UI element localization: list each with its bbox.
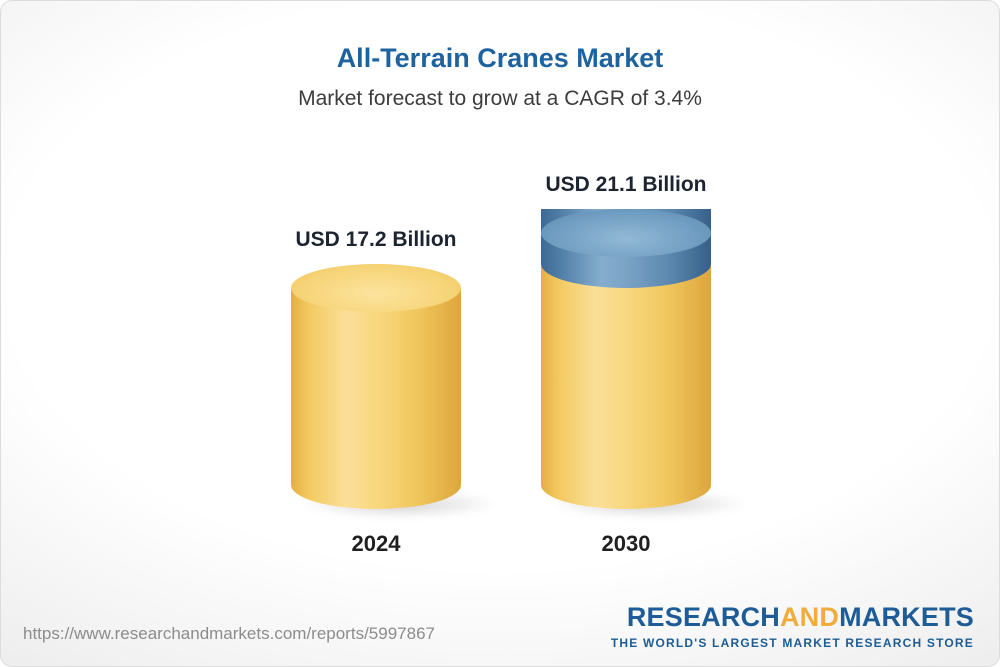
chart-title: All-Terrain Cranes Market <box>336 43 664 73</box>
cylinder-top-face <box>541 209 711 257</box>
logo-tagline: THE WORLD'S LARGEST MARKET RESEARCH STOR… <box>610 636 974 650</box>
cylinder-body <box>291 288 461 509</box>
cylinder-2030 <box>541 209 753 520</box>
logo-wordmark: RESEARCHANDMARKETS <box>611 602 974 633</box>
value-label-2024: USD 17.2 Billion <box>295 228 457 251</box>
cylinder-top-face <box>291 264 461 312</box>
category-label-2024: 2024 <box>351 531 401 556</box>
bar-group-2024: USD 17.2 Billion <box>256 228 503 520</box>
research-and-markets-logo: RESEARCHANDMARKETS THE WORLD'S LARGEST M… <box>611 602 974 650</box>
logo-word-markets: MARKETS <box>839 602 974 632</box>
report-url: https://www.researchandmarkets.com/repor… <box>23 624 435 643</box>
chart-subtitle: Market forecast to grow at a CAGR of 3.4… <box>298 87 702 110</box>
logo-word-and: AND <box>779 602 840 632</box>
cylinder-2024 <box>291 264 503 520</box>
logo-word-research: RESEARCH <box>626 602 780 632</box>
value-label-2030: USD 21.1 Billion <box>545 173 707 196</box>
bar-group-2030: USD 21.1 Billion <box>506 173 753 520</box>
category-label-2030: 2030 <box>601 531 651 556</box>
